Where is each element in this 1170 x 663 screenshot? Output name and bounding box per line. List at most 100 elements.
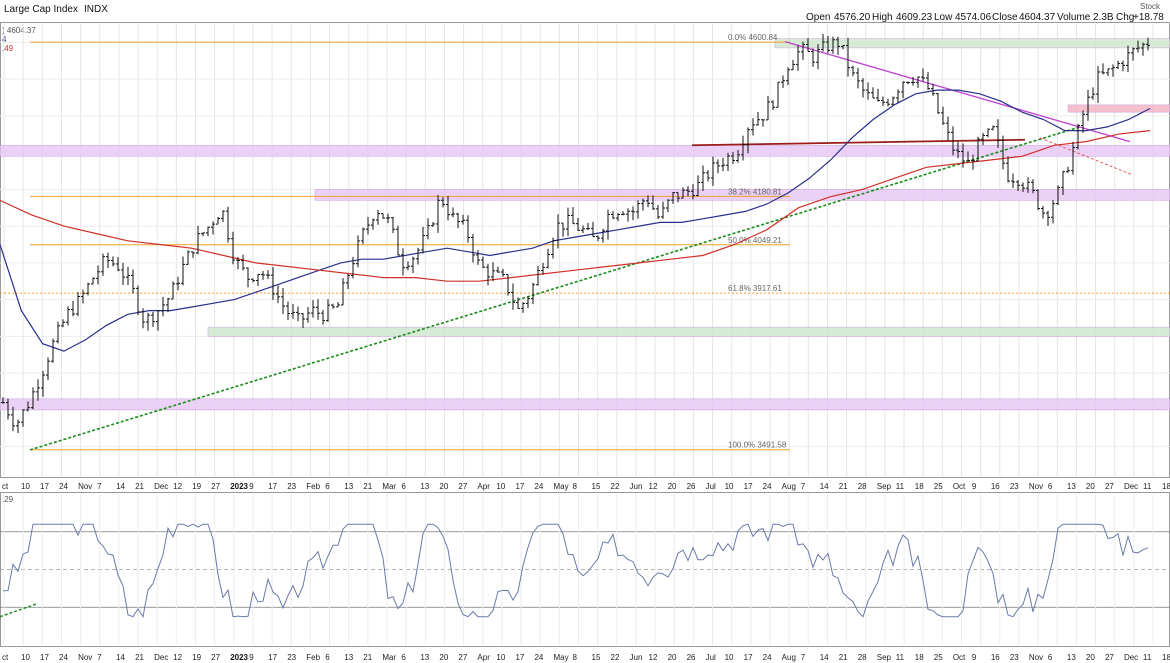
x-tick-label: 11 [896,653,905,662]
x-tick-label: 9 [972,653,977,662]
x-tick-label: Sep [877,482,892,491]
x-tick-label: 16 [991,653,1000,662]
x-tick-label: Mar [382,482,396,491]
x-tick-label: 6 [401,653,406,662]
x-tick-label: 20 [439,653,448,662]
x-tick-label: 10 [496,482,505,491]
fib-label: 61.8% 3917.61 [728,284,782,293]
x-tick-label: Feb [306,482,320,491]
x-tick-label: 6 [325,482,330,491]
x-tick-label: 17 [40,653,49,662]
x-tick-label: 8 [572,653,577,662]
x-tick-label: 27 [458,653,467,662]
x-tick-label: 13 [344,482,353,491]
fib-label: 38.2% 4180.81 [728,187,782,196]
x-tick-label: May [553,653,568,662]
x-tick-label: 12 [649,482,658,491]
x-tick-label: Jul [706,653,716,662]
x-tick-label: 19 [192,482,201,491]
x-tick-label: 6 [401,482,406,491]
x-tick-label: 21 [839,653,848,662]
support-zone [314,189,1170,201]
x-tick-label: Aug [782,482,796,491]
x-tick-label: 27 [211,482,220,491]
rsi-line [0,523,1149,619]
x-tick-label: 12 [173,482,182,491]
x-tick-label: 20 [668,482,677,491]
x-tick-label: 13 [420,482,429,491]
x-tick-label: Jul [706,482,716,491]
x-tick-label: 13 [420,653,429,662]
price-x-axis: ct 10 17 24 Nov 7 14 21 Dec 12 19 27 2023 9 17 23 Feb 6 13… [2,482,1170,491]
x-tick-label: 18 [1162,653,1170,662]
fib-label: 0.0% 4600.84 [728,33,778,42]
x-tick-label: 23 [1010,482,1019,491]
x-tick-label: 20 [1086,653,1095,662]
open-label: Open [806,12,830,23]
x-tick-label: 24 [59,482,68,491]
dashed-channel [1039,137,1133,176]
x-tick-label: Feb [306,653,320,662]
x-tick-label: 20 [439,482,448,491]
close-label: Close [992,12,1018,23]
fib-label: 50.0% 4049.21 [728,236,782,245]
x-tick-label: 16 [991,482,1000,491]
x-tick-label: Aug [782,653,796,662]
fibonacci-levels: 0.0% 4600.84 38.2% 4180.81 50.0% 4049.21 61… [0,33,1170,451]
x-tick-label: 22 [611,482,620,491]
gap-zone [1067,104,1170,113]
open-value: 4576.20 [834,12,871,23]
ma200-readout: .49 [2,44,14,53]
x-tick-label: 15 [592,653,601,662]
x-tick-label: 13 [1067,653,1076,662]
x-tick-label: 18 [915,653,924,662]
downtrend-line [784,41,1131,143]
x-tick-label: Apr [477,653,490,662]
x-tick-label: 9 [972,482,977,491]
close-value: 4604.37 [1019,12,1056,23]
x-tick-label: Dec [154,482,168,491]
ma200-line [0,130,1151,282]
x-tick-label: 13 [1067,482,1076,491]
x-tick-label: 21 [363,653,372,662]
x-tick-label: 21 [135,482,144,491]
x-tick-label: 27 [1105,482,1114,491]
x-tick-label: Oct [953,482,966,491]
x-tick-label: 11 [896,482,905,491]
price-bars [1,33,1150,434]
x-tick-label: 13 [344,653,353,662]
x-tick-label: 21 [363,482,372,491]
rsi-readout: .29 [2,495,14,504]
rsi-trendline [0,602,39,618]
chart-title: Large Cap Index [4,4,78,15]
x-tick-label: 26 [687,482,696,491]
x-tick-label: 17 [744,482,753,491]
x-tick-label: 12 [649,653,658,662]
rsi-series [2,523,1149,619]
x-tick-label: 8 [572,482,577,491]
x-tick-label: 7 [97,482,102,491]
top-zone [774,38,1170,49]
support-trendline [691,138,1026,147]
x-tick-label: May [553,482,568,491]
rsi-grid [0,494,1170,645]
x-tick-label: 7 [97,653,102,662]
x-tick-label: 10 [496,653,505,662]
x-tick-label: 14 [116,482,125,491]
x-tick-label: 9 [249,482,254,491]
x-tick-label: 26 [687,653,696,662]
x-tick-label: 14 [820,653,829,662]
x-tick-label: 14 [820,482,829,491]
price-readout: ) 4604.37 [2,26,36,35]
chg-value: +18.78 [1133,12,1164,23]
resistance-zone [0,144,1170,157]
x-tick-label: 28 [858,653,867,662]
x-tick-label: 18 [1162,482,1170,491]
x-tick-label: 11 [1143,482,1152,491]
x-tick-label: 27 [211,653,220,662]
x-tick-label: 21 [135,653,144,662]
x-tick-label: Nov [78,653,92,662]
x-tick-label: Nov [1029,653,1043,662]
